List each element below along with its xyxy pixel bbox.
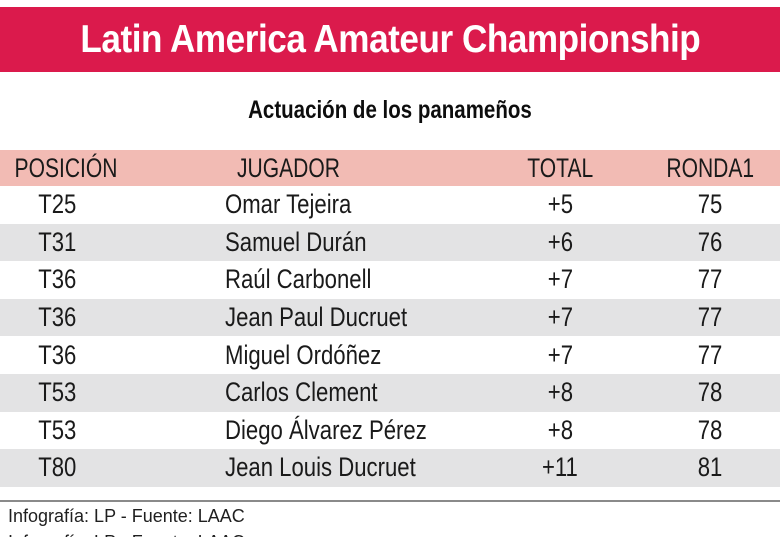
column-header-jugador: JUGADOR: [237, 152, 340, 183]
cell-ronda1: 77: [697, 302, 723, 333]
credit-line-clipped: Infografía: LP - Fuente: LAAC: [8, 531, 245, 537]
cell-posicion: T53: [38, 414, 77, 445]
cell-jugador: Samuel Durán: [225, 226, 367, 257]
table-row: T36 Raúl Carbonell +7 77: [0, 261, 780, 299]
cell-ronda1: 76: [697, 226, 723, 257]
cell-ronda1: 77: [697, 339, 723, 370]
cell-posicion: T25: [38, 189, 77, 220]
cell-total: +5: [547, 189, 573, 220]
cell-ronda1: 75: [697, 189, 723, 220]
column-header-posicion: POSICIÓN: [14, 152, 118, 183]
cell-posicion: T53: [38, 377, 77, 408]
cell-ronda1: 78: [697, 377, 723, 408]
cell-total: +7: [547, 264, 573, 295]
subtitle-text: Actuación de los panameños: [248, 96, 532, 124]
table-row: T25 Omar Tejeira +5 75: [0, 186, 780, 224]
table-row: T36 Jean Paul Ducruet +7 77: [0, 298, 780, 337]
cell-ronda1: 78: [697, 414, 723, 445]
table-row: T31 Samuel Durán +6 76: [0, 223, 780, 262]
cell-posicion: T36: [38, 302, 77, 333]
cell-jugador: Miguel Ordóñez: [225, 339, 382, 370]
cell-total: +11: [542, 452, 578, 483]
cell-total: +7: [547, 302, 573, 333]
cell-jugador: Raúl Carbonell: [225, 264, 372, 295]
table-header-row: POSICIÓN JUGADOR TOTAL RONDA1: [0, 150, 780, 186]
cell-posicion: T36: [38, 264, 77, 295]
cell-total: +8: [547, 414, 573, 445]
table-row: T53 Diego Álvarez Pérez +8 78: [0, 411, 780, 450]
column-header-ronda1: RONDA1: [666, 152, 754, 183]
cell-jugador: Omar Tejeira: [225, 189, 352, 220]
column-header-total: TOTAL: [527, 152, 593, 183]
cell-jugador: Jean Louis Ducruet: [225, 452, 416, 483]
divider-line: [0, 500, 780, 502]
cell-jugador: Carlos Clement: [225, 377, 378, 408]
cell-total: +6: [547, 226, 573, 257]
cell-ronda1: 81: [697, 452, 723, 483]
cell-posicion: T36: [38, 339, 77, 370]
cell-posicion: T80: [38, 452, 77, 483]
table-row: T53 Carlos Clement +8 78: [0, 373, 780, 412]
cell-total: +8: [547, 377, 573, 408]
page-title: Latin America Amateur Championship: [80, 17, 700, 61]
credit-line: Infografía: LP - Fuente: LAAC: [8, 506, 245, 526]
table-row: T80 Jean Louis Ducruet +11 81: [0, 449, 780, 487]
cell-ronda1: 77: [697, 264, 723, 295]
cell-jugador: Diego Álvarez Pérez: [225, 414, 427, 445]
cell-posicion: T31: [38, 226, 77, 257]
subtitle: Actuación de los panameños: [0, 96, 780, 125]
cell-total: +7: [547, 339, 573, 370]
banner: Latin America Amateur Championship: [0, 7, 780, 72]
table-row: T36 Miguel Ordóñez +7 77: [0, 336, 780, 374]
results-table: POSICIÓN JUGADOR TOTAL RONDA1 T25 Omar T…: [0, 150, 780, 487]
cell-jugador: Jean Paul Ducruet: [225, 302, 408, 333]
